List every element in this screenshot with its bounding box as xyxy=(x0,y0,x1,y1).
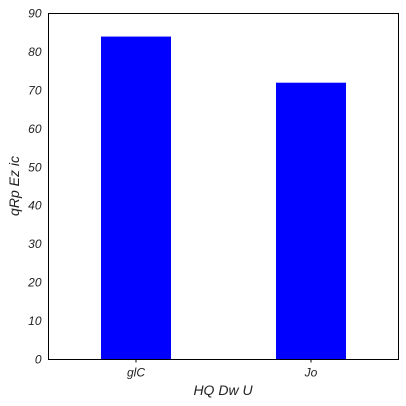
y-tick-label: 20 xyxy=(27,276,42,290)
x-tick-label: Jo xyxy=(304,366,318,380)
bars xyxy=(101,36,346,360)
x-axis-label: HQ Dw U xyxy=(193,382,253,398)
y-tick-label: 0 xyxy=(35,353,42,367)
x-axis-ticks: glC Jo xyxy=(127,359,318,380)
plot-frame xyxy=(48,13,399,360)
y-axis-label: qRp Ez ic xyxy=(6,156,22,216)
y-tick-label: 30 xyxy=(28,237,42,251)
y-tick-label: 90 xyxy=(28,7,42,21)
y-tick-label: 70 xyxy=(28,83,42,97)
y-tick-label: 80 xyxy=(28,45,42,59)
bar-Jo xyxy=(276,82,346,360)
y-tick-label: 60 xyxy=(28,122,42,136)
y-tick-label: 50 xyxy=(28,160,42,174)
y-axis-ticks: 0 10 20 30 40 50 60 70 80 90 xyxy=(27,7,42,367)
x-tick-label: glC xyxy=(127,366,145,380)
bar-glC xyxy=(101,36,171,360)
y-tick-label: 40 xyxy=(28,199,42,213)
y-tick-label: 10 xyxy=(28,314,42,328)
